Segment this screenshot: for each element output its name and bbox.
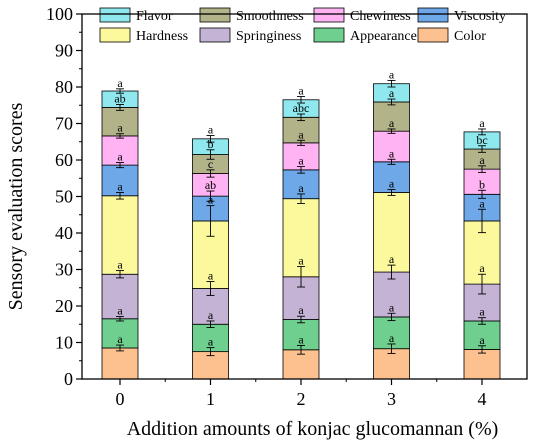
- significance-letter: a: [298, 154, 304, 168]
- significance-letter: a: [298, 303, 304, 317]
- y-axis: 0 10 20 30 40 50 60 70 80 90 100: [46, 4, 82, 389]
- legend-swatch-flavor: [99, 7, 131, 23]
- bar-segment-chewiness: [282, 142, 320, 171]
- legend-swatch-springiness: [199, 27, 231, 43]
- significance-letter: c: [208, 157, 213, 171]
- significance-letter: a: [298, 127, 304, 141]
- significance-letter: a: [389, 146, 395, 160]
- significance-letter: a: [389, 86, 395, 100]
- significance-letter: bc: [476, 133, 487, 147]
- significance-letter: a: [117, 258, 123, 272]
- significance-letter: a: [298, 254, 304, 268]
- y-tick-label: 50: [55, 187, 73, 207]
- y-tick-label: 100: [46, 4, 73, 24]
- significance-letter: b: [479, 177, 485, 191]
- significance-letter: a: [298, 332, 304, 346]
- significance-letter: a: [208, 308, 214, 322]
- significance-letter: a: [389, 331, 395, 345]
- significance-letter: a: [117, 121, 123, 135]
- significance-letter: a: [389, 300, 395, 314]
- legend-swatch-hardness: [99, 27, 131, 43]
- x-tick-label: 1: [206, 389, 215, 409]
- bar-segment-color: [282, 349, 320, 380]
- legend-label-flavor: Flavor: [136, 9, 173, 24]
- significance-letter: a: [298, 181, 304, 195]
- y-tick-label: 10: [55, 333, 73, 353]
- significance-letter: a: [389, 116, 395, 130]
- legend-swatch-color: [417, 27, 449, 43]
- bar-segment-springiness: [101, 273, 139, 320]
- significance-letter: a: [479, 116, 485, 130]
- significance-letter: a: [208, 269, 214, 283]
- legend-swatch-chewiness: [313, 7, 345, 23]
- y-tick-label: 70: [55, 114, 73, 134]
- bar-segment-color: [101, 347, 139, 380]
- legend-swatch-appearance: [313, 27, 345, 43]
- legend-label-color: Color: [454, 29, 486, 44]
- significance-letter: abc: [293, 101, 310, 115]
- significance-letter: a: [208, 193, 214, 207]
- legend-label-smoothness: Smoothness: [236, 9, 304, 24]
- significance-letter: a: [389, 177, 395, 191]
- bar-segment-appearance: [373, 316, 410, 350]
- significance-letter: ab: [205, 178, 216, 192]
- significance-letter: a: [479, 153, 485, 167]
- x-tick-label: 3: [387, 389, 396, 409]
- bar-segment-viscosity: [373, 161, 410, 193]
- bar-segment-hardness: [373, 192, 410, 273]
- legend-swatch-smoothness: [199, 7, 231, 23]
- y-tick-label: 80: [55, 77, 73, 97]
- legend-label-springiness: Springiness: [236, 29, 301, 44]
- bar-segment-hardness: [101, 195, 139, 275]
- y-axis-title: Sensory evaluation scores: [5, 102, 27, 310]
- legend-label-hardness: Hardness: [136, 29, 188, 44]
- bar-segment-appearance: [463, 320, 501, 350]
- significance-letter: a: [117, 179, 123, 193]
- y-tick-label: 40: [55, 223, 73, 243]
- bar-segment-chewiness: [373, 130, 410, 163]
- significance-letter: a: [389, 252, 395, 266]
- bar-segment-hardness: [282, 198, 320, 278]
- significance-letter: b: [208, 137, 214, 151]
- bar-segment-springiness: [282, 276, 320, 320]
- x-axis: 0 1 2 3 4: [116, 379, 487, 409]
- y-tick-label: 0: [64, 369, 73, 389]
- y-tick-label: 60: [55, 150, 73, 170]
- x-axis-title: Addition amounts of konjac glucomannan (…: [127, 418, 499, 440]
- bar-segment-smoothness: [101, 107, 139, 137]
- error-bars: [116, 79, 486, 357]
- y-tick-label: 20: [55, 296, 73, 316]
- significance-letter: a: [117, 304, 123, 318]
- bar-segment-color: [463, 349, 501, 380]
- significance-letter: a: [479, 261, 485, 275]
- x-tick-label: 4: [478, 389, 487, 409]
- significance-letter: ab: [114, 92, 125, 106]
- significance-letter: a: [479, 333, 485, 347]
- y-tick-label: 90: [55, 41, 73, 61]
- legend-label-chewiness: Chewiness: [350, 9, 411, 24]
- legend-label-viscosity: Viscosity: [454, 9, 506, 24]
- significance-letter: a: [298, 83, 304, 97]
- significance-letter: a: [479, 305, 485, 319]
- x-tick-label: 2: [297, 389, 306, 409]
- significance-letter: a: [117, 150, 123, 164]
- significance-letter: a: [117, 332, 123, 346]
- legend: Flavor Smoothness Chewiness Viscosity Hardne…: [99, 7, 506, 44]
- legend-swatch-viscosity: [417, 7, 449, 23]
- significance-letter: a: [479, 196, 485, 210]
- y-tick-label: 30: [55, 260, 73, 280]
- significance-letter: a: [117, 76, 123, 90]
- legend-label-appearance: Appearance: [350, 29, 417, 44]
- significance-letter: a: [208, 123, 214, 137]
- significance-letters: aaaaaaabaaaaaabcbaaaaaaaabcaaaaaaaaaaaaa…: [114, 67, 487, 348]
- bar-segment-viscosity: [101, 164, 139, 197]
- significance-letter: a: [208, 335, 214, 349]
- bar-segment-chewiness: [101, 135, 139, 166]
- significance-letter: a: [389, 67, 395, 81]
- x-tick-label: 0: [116, 389, 125, 409]
